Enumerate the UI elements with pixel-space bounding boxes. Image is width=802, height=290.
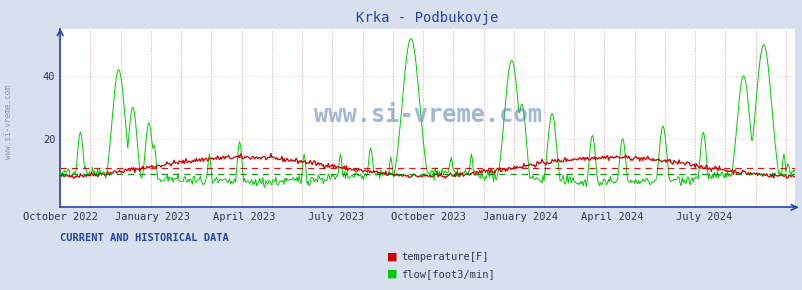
Text: CURRENT AND HISTORICAL DATA: CURRENT AND HISTORICAL DATA bbox=[60, 233, 229, 243]
Text: flow[foot3/min]: flow[foot3/min] bbox=[401, 269, 495, 279]
Text: ■: ■ bbox=[387, 252, 397, 262]
Text: www.si-vreme.com: www.si-vreme.com bbox=[3, 85, 13, 159]
Text: ■: ■ bbox=[387, 269, 397, 279]
Text: www.si-vreme.com: www.si-vreme.com bbox=[314, 103, 541, 127]
Text: temperature[F]: temperature[F] bbox=[401, 252, 488, 262]
Title: Krka - Podbukovje: Krka - Podbukovje bbox=[356, 11, 498, 25]
